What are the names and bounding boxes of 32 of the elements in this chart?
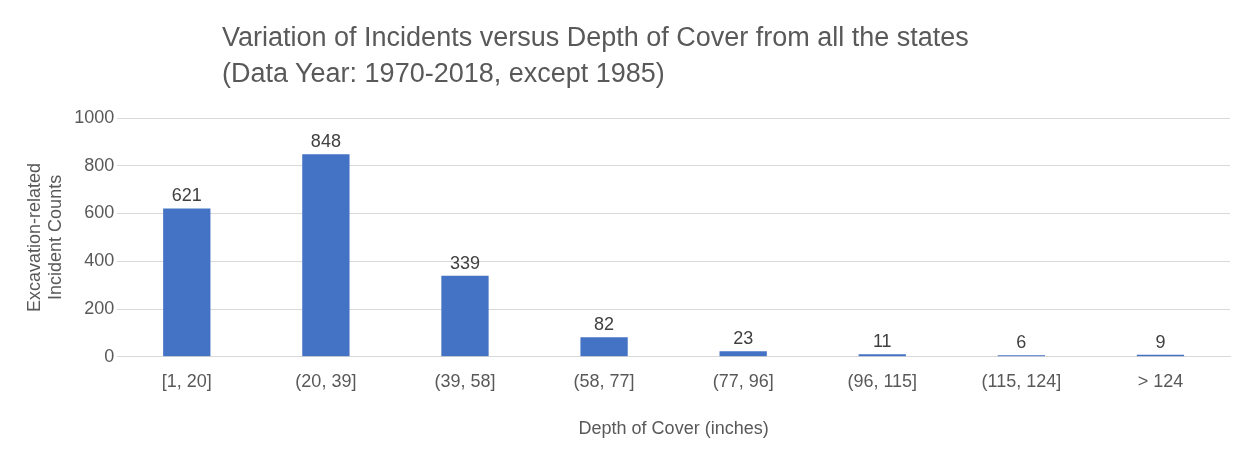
data-label: 339 [449, 252, 480, 273]
data-label: 6 [1016, 332, 1027, 353]
x-tick-label: (115, 124] [981, 370, 1062, 391]
data-label: 23 [733, 328, 754, 349]
data-label: 621 [171, 185, 202, 206]
y-axis-title: Excavation-related Incident Counts [23, 162, 66, 312]
chart-subtitle: (Data Year: 1970-2018, except 1985) [222, 58, 665, 89]
data-label: 82 [594, 314, 615, 335]
x-axis-title: Depth of Cover (inches) [578, 418, 769, 439]
x-tick-label: (96, 115] [847, 370, 918, 391]
x-tick-label: (20, 39] [295, 370, 357, 391]
data-label: 848 [310, 131, 341, 152]
bar [858, 354, 906, 357]
x-tick-label: (58, 77] [573, 370, 635, 391]
bar [719, 351, 767, 357]
data-label: 9 [1155, 331, 1166, 352]
y-tick-label: 0 [104, 345, 115, 366]
x-tick-label: (77, 96] [712, 370, 774, 391]
bar [163, 208, 211, 357]
y-tick-label: 1000 [74, 106, 115, 127]
bar [302, 154, 350, 357]
bar [441, 275, 489, 357]
x-tick-label: (39, 58] [434, 370, 496, 391]
chart-title: Variation of Incidents versus Depth of Cover from all the states [222, 22, 969, 53]
y-tick-label: 200 [84, 298, 115, 319]
x-tick-label: [1, 20] [161, 370, 212, 391]
y-tick-label: 800 [84, 154, 115, 175]
bar [580, 337, 628, 357]
data-label: 11 [872, 331, 892, 352]
x-tick-label: > 124 [1137, 370, 1184, 391]
y-tick-label: 600 [84, 202, 115, 223]
y-tick-label: 400 [84, 250, 115, 271]
